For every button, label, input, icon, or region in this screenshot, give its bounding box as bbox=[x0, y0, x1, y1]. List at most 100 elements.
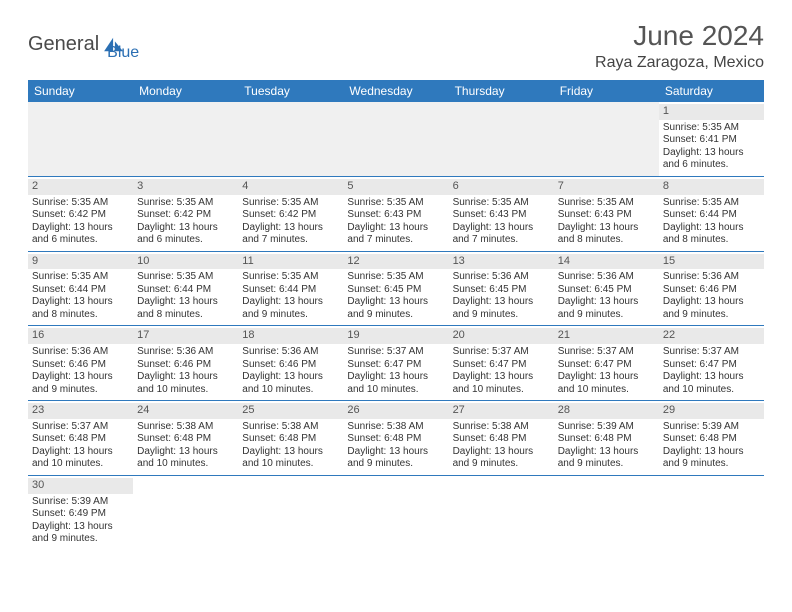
sunset-line: Sunset: 6:42 PM bbox=[137, 209, 234, 222]
empty-cell bbox=[449, 102, 554, 176]
week-row: 23Sunrise: 5:37 AMSunset: 6:48 PMDayligh… bbox=[28, 401, 764, 476]
week-row: 9Sunrise: 5:35 AMSunset: 6:44 PMDaylight… bbox=[28, 251, 764, 326]
empty-cell bbox=[343, 475, 448, 549]
sunset-line: Sunset: 6:43 PM bbox=[453, 209, 550, 222]
sunset-line: Sunset: 6:44 PM bbox=[32, 284, 129, 297]
daylight-line: Daylight: 13 hours and 7 minutes. bbox=[242, 222, 339, 247]
daylight-line: Daylight: 13 hours and 6 minutes. bbox=[32, 222, 129, 247]
sunrise-line: Sunrise: 5:35 AM bbox=[347, 197, 444, 210]
sunset-line: Sunset: 6:43 PM bbox=[558, 209, 655, 222]
sunset-line: Sunset: 6:46 PM bbox=[663, 284, 760, 297]
day-cell: 25Sunrise: 5:38 AMSunset: 6:48 PMDayligh… bbox=[238, 401, 343, 476]
day-number: 26 bbox=[343, 403, 448, 419]
daylight-line: Daylight: 13 hours and 10 minutes. bbox=[663, 371, 760, 396]
title-block: June 2024 Raya Zaragoza, Mexico bbox=[595, 20, 764, 72]
day-cell: 28Sunrise: 5:39 AMSunset: 6:48 PMDayligh… bbox=[554, 401, 659, 476]
sunset-line: Sunset: 6:42 PM bbox=[32, 209, 129, 222]
day-cell: 29Sunrise: 5:39 AMSunset: 6:48 PMDayligh… bbox=[659, 401, 764, 476]
day-cell: 12Sunrise: 5:35 AMSunset: 6:45 PMDayligh… bbox=[343, 251, 448, 326]
day-number: 9 bbox=[28, 254, 133, 270]
col-header-thursday: Thursday bbox=[449, 80, 554, 102]
calendar-page: { "brand": { "text1": "General", "text2"… bbox=[0, 0, 792, 560]
day-cell: 30Sunrise: 5:39 AMSunset: 6:49 PMDayligh… bbox=[28, 475, 133, 549]
day-cell: 13Sunrise: 5:36 AMSunset: 6:45 PMDayligh… bbox=[449, 251, 554, 326]
sunset-line: Sunset: 6:46 PM bbox=[32, 359, 129, 372]
empty-cell bbox=[133, 102, 238, 176]
sunrise-line: Sunrise: 5:35 AM bbox=[453, 197, 550, 210]
day-cell: 2Sunrise: 5:35 AMSunset: 6:42 PMDaylight… bbox=[28, 176, 133, 251]
daylight-line: Daylight: 13 hours and 10 minutes. bbox=[32, 446, 129, 471]
sunrise-line: Sunrise: 5:35 AM bbox=[137, 271, 234, 284]
empty-cell bbox=[238, 475, 343, 549]
week-row: 2Sunrise: 5:35 AMSunset: 6:42 PMDaylight… bbox=[28, 176, 764, 251]
day-number: 15 bbox=[659, 254, 764, 270]
sunset-line: Sunset: 6:48 PM bbox=[347, 433, 444, 446]
empty-cell bbox=[238, 102, 343, 176]
day-cell: 17Sunrise: 5:36 AMSunset: 6:46 PMDayligh… bbox=[133, 326, 238, 401]
col-header-saturday: Saturday bbox=[659, 80, 764, 102]
day-number: 27 bbox=[449, 403, 554, 419]
sunset-line: Sunset: 6:48 PM bbox=[242, 433, 339, 446]
empty-cell bbox=[554, 102, 659, 176]
day-number: 7 bbox=[554, 179, 659, 195]
daylight-line: Daylight: 13 hours and 10 minutes. bbox=[137, 446, 234, 471]
day-number: 21 bbox=[554, 328, 659, 344]
daylight-line: Daylight: 13 hours and 9 minutes. bbox=[558, 296, 655, 321]
daylight-line: Daylight: 13 hours and 10 minutes. bbox=[242, 371, 339, 396]
day-cell: 14Sunrise: 5:36 AMSunset: 6:45 PMDayligh… bbox=[554, 251, 659, 326]
day-number: 14 bbox=[554, 254, 659, 270]
empty-cell bbox=[343, 102, 448, 176]
day-cell: 24Sunrise: 5:38 AMSunset: 6:48 PMDayligh… bbox=[133, 401, 238, 476]
sunset-line: Sunset: 6:43 PM bbox=[347, 209, 444, 222]
daylight-line: Daylight: 13 hours and 8 minutes. bbox=[137, 296, 234, 321]
week-row: 1Sunrise: 5:35 AMSunset: 6:41 PMDaylight… bbox=[28, 102, 764, 176]
day-number: 20 bbox=[449, 328, 554, 344]
day-number: 24 bbox=[133, 403, 238, 419]
sunset-line: Sunset: 6:46 PM bbox=[137, 359, 234, 372]
day-number: 4 bbox=[238, 179, 343, 195]
sunrise-line: Sunrise: 5:37 AM bbox=[558, 346, 655, 359]
sunset-line: Sunset: 6:45 PM bbox=[453, 284, 550, 297]
day-number: 17 bbox=[133, 328, 238, 344]
sunrise-line: Sunrise: 5:35 AM bbox=[32, 197, 129, 210]
daylight-line: Daylight: 13 hours and 9 minutes. bbox=[32, 521, 129, 546]
daylight-line: Daylight: 13 hours and 8 minutes. bbox=[32, 296, 129, 321]
calendar-body: 1Sunrise: 5:35 AMSunset: 6:41 PMDaylight… bbox=[28, 102, 764, 550]
daylight-line: Daylight: 13 hours and 9 minutes. bbox=[453, 296, 550, 321]
day-number: 3 bbox=[133, 179, 238, 195]
sunset-line: Sunset: 6:42 PM bbox=[242, 209, 339, 222]
sunset-line: Sunset: 6:47 PM bbox=[453, 359, 550, 372]
sunset-line: Sunset: 6:49 PM bbox=[32, 508, 129, 521]
day-number: 12 bbox=[343, 254, 448, 270]
brand-logo: General Blue bbox=[28, 20, 139, 62]
sunrise-line: Sunrise: 5:35 AM bbox=[242, 197, 339, 210]
sunrise-line: Sunrise: 5:36 AM bbox=[558, 271, 655, 284]
day-number: 13 bbox=[449, 254, 554, 270]
brand-text-1: General bbox=[28, 33, 99, 56]
sunset-line: Sunset: 6:44 PM bbox=[137, 284, 234, 297]
day-cell: 18Sunrise: 5:36 AMSunset: 6:46 PMDayligh… bbox=[238, 326, 343, 401]
sunrise-line: Sunrise: 5:36 AM bbox=[32, 346, 129, 359]
location-label: Raya Zaragoza, Mexico bbox=[595, 54, 764, 72]
sunrise-line: Sunrise: 5:39 AM bbox=[663, 421, 760, 434]
col-header-monday: Monday bbox=[133, 80, 238, 102]
sunset-line: Sunset: 6:48 PM bbox=[558, 433, 655, 446]
empty-cell bbox=[659, 475, 764, 549]
sunrise-line: Sunrise: 5:36 AM bbox=[663, 271, 760, 284]
day-number: 6 bbox=[449, 179, 554, 195]
day-cell: 16Sunrise: 5:36 AMSunset: 6:46 PMDayligh… bbox=[28, 326, 133, 401]
day-number: 5 bbox=[343, 179, 448, 195]
col-header-friday: Friday bbox=[554, 80, 659, 102]
daylight-line: Daylight: 13 hours and 10 minutes. bbox=[347, 371, 444, 396]
sunrise-line: Sunrise: 5:37 AM bbox=[453, 346, 550, 359]
sunset-line: Sunset: 6:47 PM bbox=[663, 359, 760, 372]
daylight-line: Daylight: 13 hours and 6 minutes. bbox=[137, 222, 234, 247]
daylight-line: Daylight: 13 hours and 9 minutes. bbox=[663, 446, 760, 471]
empty-cell bbox=[133, 475, 238, 549]
month-title: June 2024 bbox=[595, 20, 764, 52]
day-cell: 27Sunrise: 5:38 AMSunset: 6:48 PMDayligh… bbox=[449, 401, 554, 476]
day-cell: 21Sunrise: 5:37 AMSunset: 6:47 PMDayligh… bbox=[554, 326, 659, 401]
day-cell: 22Sunrise: 5:37 AMSunset: 6:47 PMDayligh… bbox=[659, 326, 764, 401]
daylight-line: Daylight: 13 hours and 9 minutes. bbox=[242, 296, 339, 321]
sunset-line: Sunset: 6:48 PM bbox=[32, 433, 129, 446]
